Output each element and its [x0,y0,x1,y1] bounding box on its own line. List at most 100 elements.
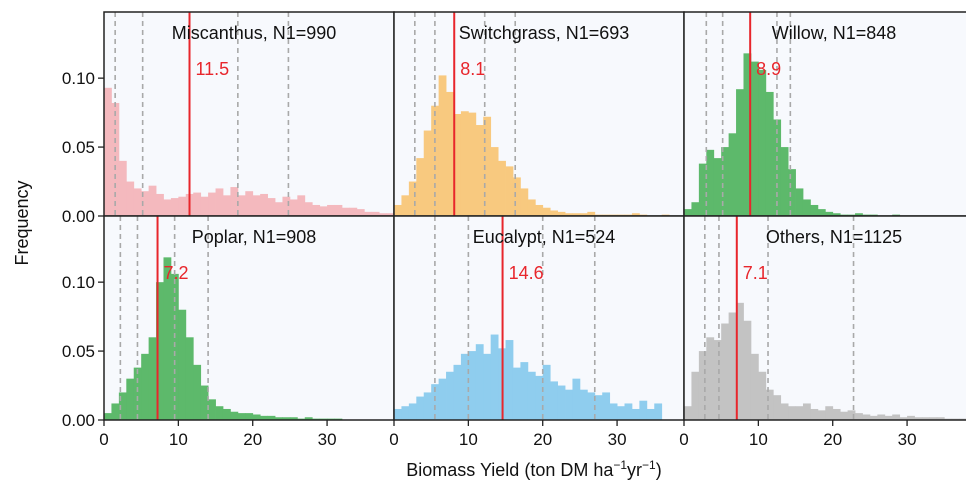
histogram-bar [698,163,707,216]
histogram-bar [572,213,581,216]
histogram-bar [609,403,618,420]
panel-switchgrass: 8.1 Switchgrass, N1=693 [393,11,685,217]
median-label: 8.9 [756,59,781,79]
histogram-bar [237,195,246,216]
histogram-bar [527,199,536,216]
histogram-bar [446,371,454,420]
histogram-bar [364,211,373,216]
histogram-bar [832,213,841,216]
histogram-bar [572,378,581,420]
panel-frame [683,215,966,421]
histogram-bar [126,181,135,216]
histogram-bar [260,193,268,216]
histogram-bar [394,408,402,420]
panel-title: Poplar, N1=908 [192,227,317,247]
histogram-bar [832,408,841,420]
histogram-bar [691,371,700,420]
histogram-bar [899,417,908,420]
histogram-bar [148,185,157,216]
histogram-bar [565,213,573,216]
histogram-bar [877,414,886,420]
panel-title: Eucalypt, N1=524 [473,227,616,247]
histogram-bar [550,381,558,420]
x-axis-title-sup1: −1 [613,458,627,472]
x-tick-label: 0 [679,430,688,449]
histogram-bar [802,403,811,420]
histogram-bar [468,351,477,420]
panel-title: Miscanthus, N1=990 [172,23,337,43]
histogram-bar [825,406,834,420]
histogram-bar [401,195,410,216]
x-axis-title-end: ) [656,460,662,480]
histogram-bar [847,410,856,420]
histogram-bar [810,408,819,420]
histogram-bar [892,414,901,420]
histogram-bar [721,147,730,216]
histogram-bar [512,367,521,420]
histogram-bar [728,133,737,216]
histogram-bar [282,196,291,216]
histogram-bar [914,417,923,420]
histogram-bar [341,207,350,216]
histogram-bar [840,411,848,420]
histogram-bar [542,207,551,216]
histogram-bar [193,364,202,420]
x-axis-title-main: Biomass Yield (ton DM ha [406,460,614,480]
histogram-bar [148,337,157,420]
histogram-bar [825,211,834,216]
histogram-bar [765,91,774,216]
y-tick-label: 0.05 [62,138,95,157]
histogram-bar [260,415,268,420]
panel-willow: 8.9 Willow, N1=848 [683,11,966,217]
histogram-bar [408,181,417,216]
histogram-bar [222,195,231,216]
histogram-bar [929,417,938,420]
histogram-bar [773,395,782,420]
histogram-bar [141,353,150,420]
histogram-bar [907,415,915,420]
histogram-bar [423,130,432,216]
histogram-bar [394,204,402,216]
histogram-bar [178,196,187,216]
histogram-bar [884,415,893,420]
histogram-bar [869,415,878,420]
histogram-bar [230,187,239,216]
histogram-bar [475,344,484,420]
histogram-bar [490,147,499,216]
panels-group: 11.5 Miscanthus, N1=990 8.1 Switchgrass, N1… [103,11,966,421]
histogram-bar [356,209,365,216]
histogram-bar [334,204,343,216]
x-tick-label: 0 [99,430,108,449]
histogram-bar [453,114,462,216]
histogram-bar [163,257,172,420]
histogram-bar [557,385,566,420]
histogram-bar [802,199,811,216]
histogram-bar [178,309,187,420]
histogram-bar [602,392,611,420]
panel-eucalypt: 14.6 Eucalypt, N1=524 [393,215,685,421]
histogram-bar [215,188,224,216]
histogram-bar [156,193,164,216]
panel-title: Others, N1=1125 [766,227,902,247]
y-tick-label: 0.05 [62,342,95,361]
histogram-bar [141,191,150,216]
x-tick-label: 10 [459,430,478,449]
panel-title: Switchgrass, N1=693 [459,23,630,43]
panel-background [104,12,394,216]
histogram-bar [170,198,179,216]
histogram-bar [505,166,514,216]
panel-title: Willow, N1=848 [772,23,897,43]
histogram-bar [743,320,752,420]
histogram-bar [788,406,796,420]
histogram-bar [208,192,216,216]
x-tick-label: 10 [749,430,768,449]
histogram-bar [579,213,588,216]
histogram-bar [423,392,432,420]
histogram-bar [275,417,283,420]
panel-miscanthus: 11.5 Miscanthus, N1=990 [103,11,395,217]
x-tick-label: 20 [823,430,842,449]
histogram-bar [245,413,254,420]
histogram-bar [104,413,112,420]
histogram-bar [684,209,692,216]
